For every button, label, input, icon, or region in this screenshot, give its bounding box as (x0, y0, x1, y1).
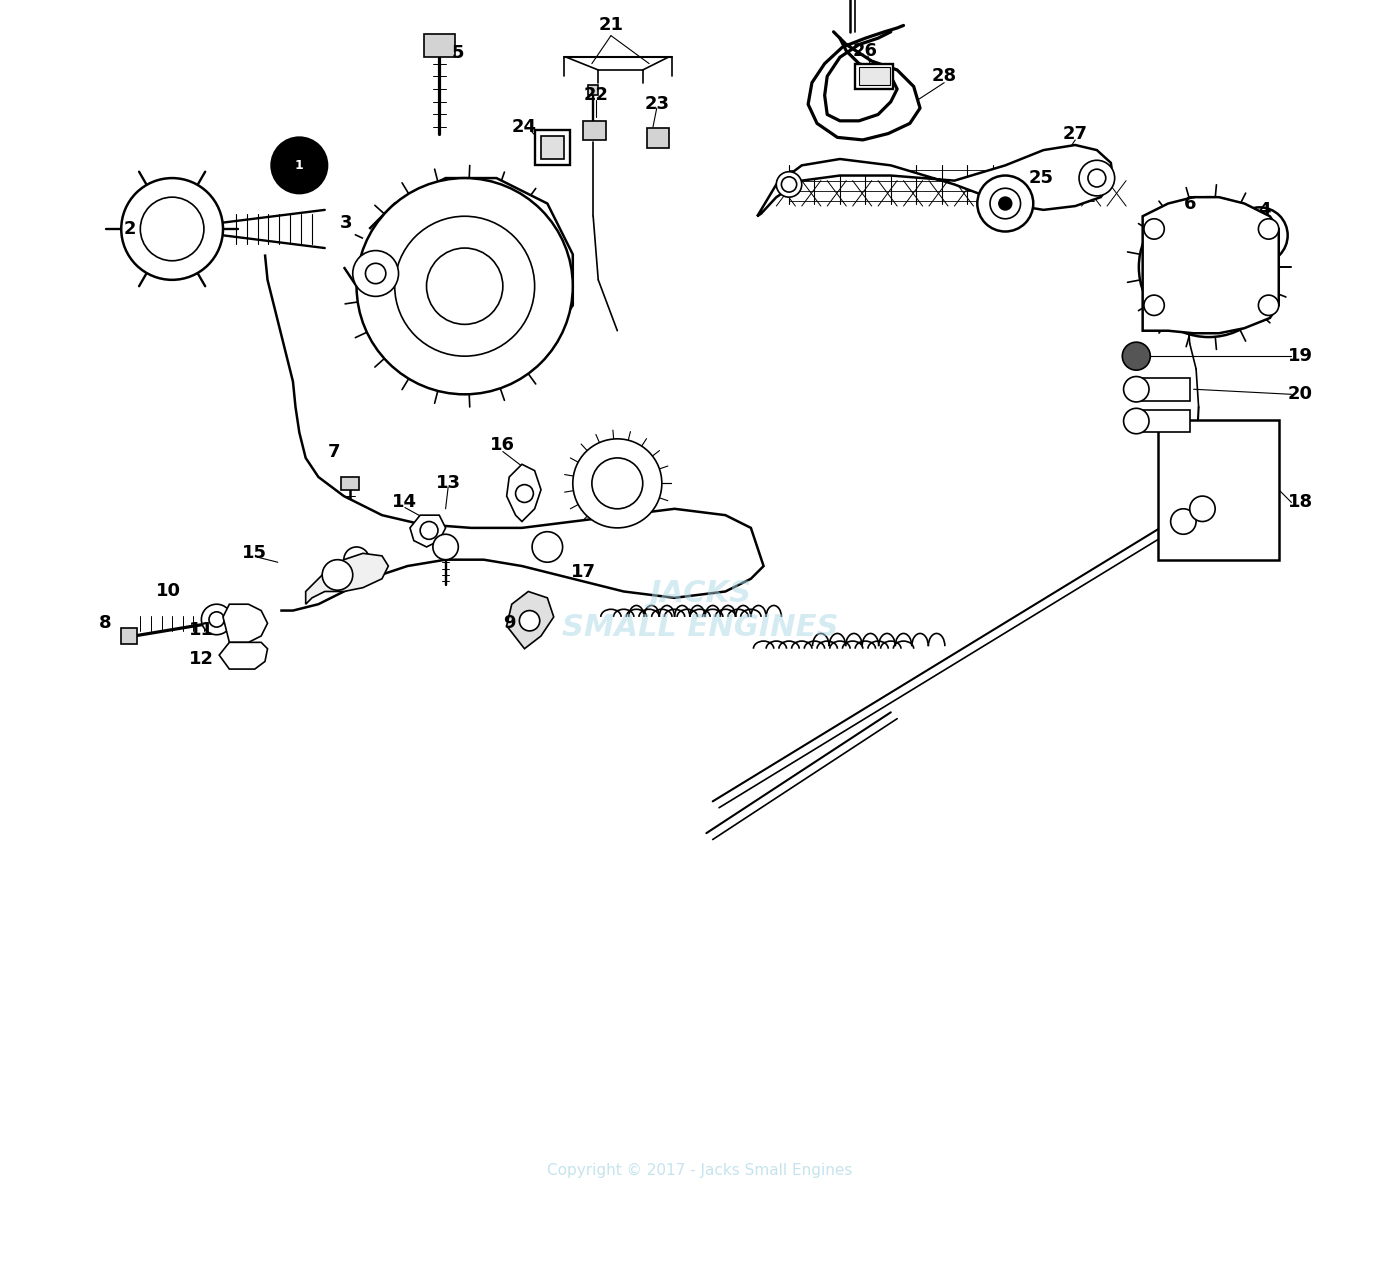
Circle shape (1259, 295, 1278, 315)
Circle shape (592, 458, 643, 509)
Text: 6: 6 (1183, 195, 1196, 212)
Text: 5: 5 (452, 45, 465, 62)
Circle shape (140, 197, 204, 261)
Circle shape (1245, 220, 1275, 251)
Circle shape (1161, 219, 1257, 315)
Text: 20: 20 (1288, 385, 1313, 403)
Bar (860, 67, 889, 85)
Polygon shape (344, 178, 573, 369)
Circle shape (365, 263, 386, 284)
Bar (540, 136, 564, 159)
Bar (647, 128, 669, 148)
Text: 17: 17 (570, 563, 595, 581)
Text: 10: 10 (155, 583, 181, 600)
Bar (535, 130, 570, 165)
Circle shape (357, 178, 573, 394)
Circle shape (532, 532, 563, 562)
Circle shape (977, 176, 1033, 232)
Circle shape (1124, 377, 1149, 402)
Bar (424, 34, 455, 57)
Text: 21: 21 (598, 17, 623, 34)
Text: 25: 25 (1029, 169, 1053, 187)
Text: 28: 28 (931, 67, 956, 85)
Bar (122, 628, 137, 644)
Circle shape (1124, 408, 1149, 434)
Text: 1: 1 (295, 159, 304, 172)
Circle shape (781, 177, 797, 192)
Text: 24: 24 (512, 118, 538, 136)
Text: 9: 9 (503, 614, 515, 632)
Text: 8: 8 (98, 614, 111, 632)
Text: 11: 11 (189, 621, 214, 639)
Bar (855, 64, 893, 89)
Text: 2: 2 (123, 220, 136, 238)
Circle shape (1088, 169, 1106, 187)
Circle shape (427, 248, 503, 324)
Text: 3: 3 (340, 214, 353, 232)
Text: 18: 18 (1288, 494, 1313, 511)
Text: 7: 7 (328, 443, 340, 460)
Polygon shape (1142, 197, 1278, 333)
Circle shape (777, 172, 802, 197)
Text: 4: 4 (1259, 201, 1271, 219)
Circle shape (202, 604, 232, 635)
Circle shape (1170, 509, 1196, 534)
Polygon shape (220, 642, 267, 669)
Circle shape (1123, 342, 1151, 370)
Text: 19: 19 (1288, 347, 1313, 365)
Text: 16: 16 (490, 436, 515, 454)
Bar (1138, 378, 1190, 401)
Circle shape (344, 547, 370, 572)
Polygon shape (757, 145, 1113, 216)
Text: 27: 27 (1063, 125, 1088, 142)
Bar (1138, 410, 1190, 432)
Circle shape (1138, 197, 1278, 337)
Bar (582, 121, 606, 140)
Circle shape (395, 216, 535, 356)
Circle shape (1079, 160, 1114, 196)
Text: 13: 13 (435, 474, 461, 492)
Circle shape (573, 439, 662, 528)
Circle shape (433, 534, 458, 560)
Text: 22: 22 (584, 86, 608, 104)
Polygon shape (507, 464, 540, 522)
Circle shape (1232, 207, 1288, 263)
Circle shape (519, 611, 540, 631)
Circle shape (515, 485, 533, 502)
Circle shape (1180, 239, 1236, 295)
Circle shape (353, 251, 399, 296)
Bar (1158, 420, 1278, 560)
Circle shape (420, 522, 438, 539)
Bar (588, 85, 598, 95)
Polygon shape (265, 254, 763, 611)
Bar (342, 477, 360, 490)
Circle shape (322, 560, 353, 590)
Circle shape (1144, 219, 1165, 239)
Circle shape (990, 188, 1021, 219)
Circle shape (209, 612, 224, 627)
Text: 12: 12 (189, 650, 214, 668)
Circle shape (122, 178, 223, 280)
Text: Copyright © 2017 - Jacks Small Engines: Copyright © 2017 - Jacks Small Engines (547, 1163, 853, 1178)
Polygon shape (507, 591, 554, 649)
Text: 14: 14 (392, 494, 417, 511)
Circle shape (272, 137, 328, 193)
Circle shape (1000, 197, 1012, 210)
Circle shape (1190, 496, 1215, 522)
Text: 23: 23 (644, 95, 669, 113)
Polygon shape (305, 553, 388, 604)
Polygon shape (410, 515, 445, 547)
Circle shape (1259, 219, 1278, 239)
Circle shape (1144, 295, 1165, 315)
Polygon shape (223, 604, 267, 642)
Text: 26: 26 (853, 42, 878, 60)
Text: JACKS
SMALL ENGINES: JACKS SMALL ENGINES (561, 579, 839, 642)
Text: 15: 15 (242, 544, 267, 562)
